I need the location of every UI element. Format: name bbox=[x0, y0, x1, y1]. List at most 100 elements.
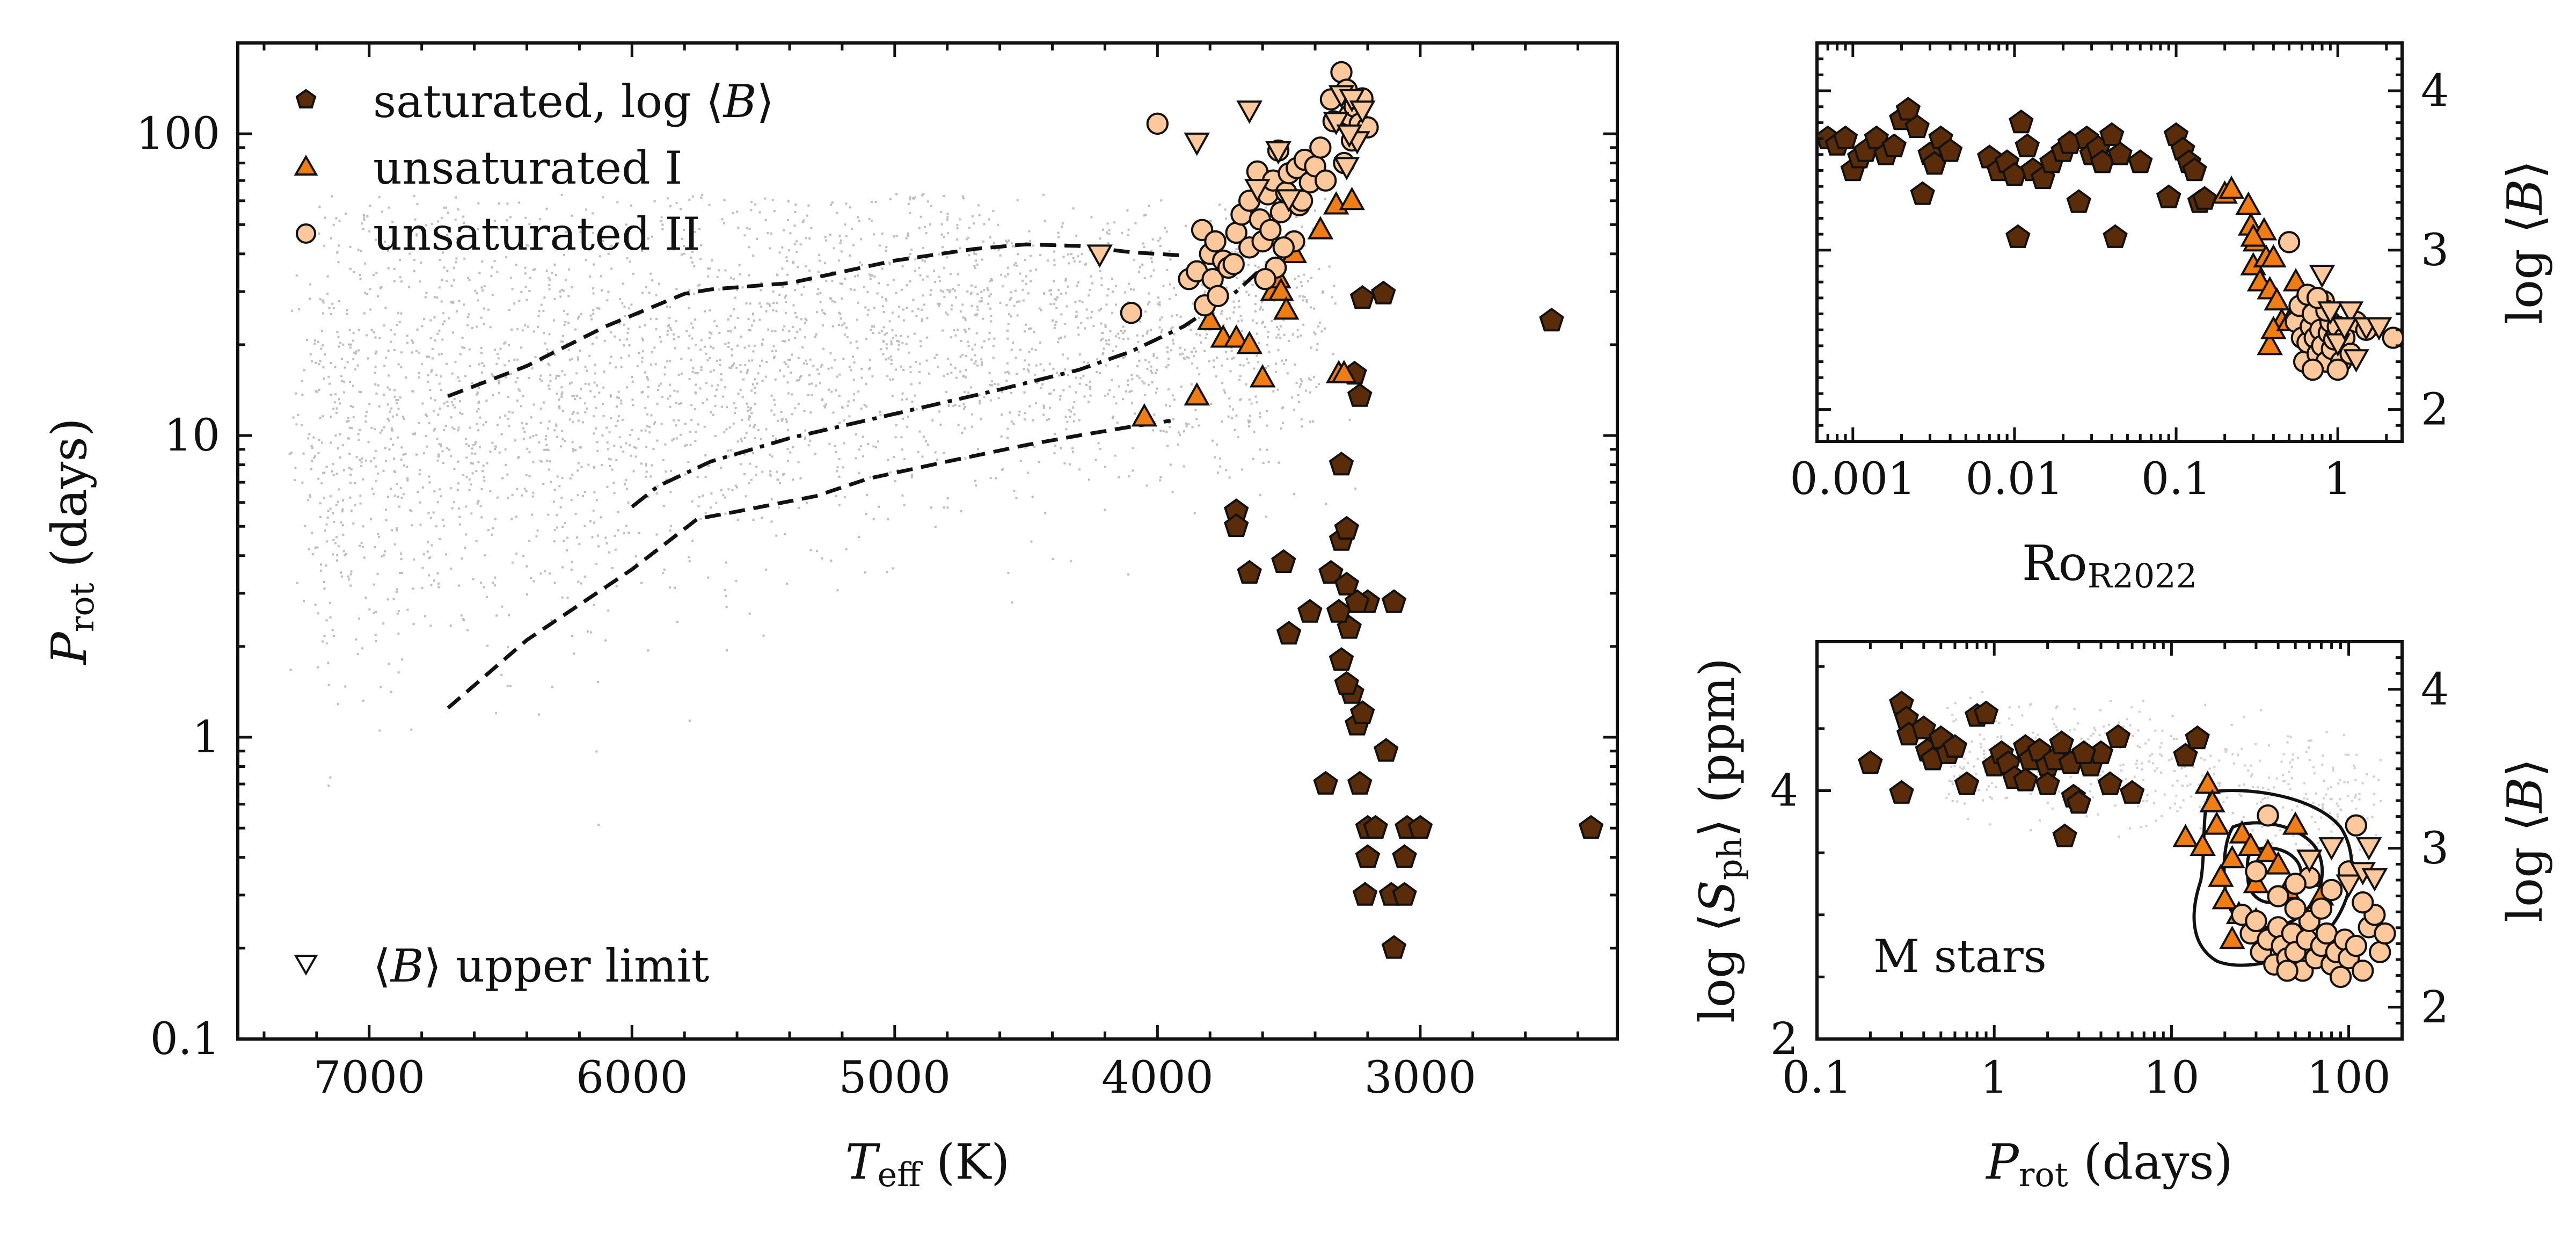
main-point-triangle-down bbox=[1086, 244, 1113, 268]
main-point-triangle-up bbox=[1196, 307, 1223, 330]
bottom-right-point-triangle-up bbox=[2212, 885, 2238, 910]
legend-upper-limit: ⟨B⟩ upper limit bbox=[294, 940, 709, 992]
main-point-pentagon bbox=[1349, 285, 1375, 309]
top-right-points bbox=[1817, 97, 2402, 381]
tick-label: 10 bbox=[164, 410, 220, 461]
main-point-pentagon bbox=[1347, 383, 1373, 407]
top-right-point-pentagon bbox=[2192, 186, 2217, 210]
legend-triangle-down-marker bbox=[294, 955, 318, 976]
top-right-panel: 0.001 0.01 0.1 1 2 3 4 RoR2022 log ⟨B⟩ bbox=[1790, 41, 2553, 595]
top-right-point-triangle-down bbox=[2324, 333, 2351, 357]
top-right-point-pentagon bbox=[1937, 138, 1963, 162]
main-curve-dashdot bbox=[631, 266, 1264, 508]
main-point-triangle-down bbox=[1333, 157, 1360, 180]
bottom-right-point-circle bbox=[2310, 897, 2333, 920]
bottom-right-point-triangle-up bbox=[2219, 845, 2245, 869]
bottom-right-point-pentagon bbox=[2052, 823, 2077, 847]
tick-label: 1 bbox=[2324, 454, 2352, 505]
bottom-right-xlabel: Prot (days) bbox=[1985, 1134, 2233, 1194]
top-right-point-triangle-up bbox=[2240, 223, 2267, 247]
main-point-pentagon bbox=[1407, 815, 1433, 839]
bottom-right-point-pentagon bbox=[1973, 700, 1999, 724]
bottom-right-point-circle bbox=[2320, 878, 2343, 902]
main-point-pentagon bbox=[1381, 589, 1407, 613]
bottom-right-point-circle bbox=[2329, 965, 2352, 989]
tick-label: 100 bbox=[2307, 1052, 2391, 1103]
main-point-circle bbox=[1314, 169, 1337, 192]
bottom-right-point-pentagon bbox=[2119, 780, 2145, 804]
background-star-points bbox=[288, 193, 1357, 826]
top-right-point-pentagon bbox=[1895, 97, 1921, 121]
tick-label: 0.001 bbox=[1790, 454, 1916, 505]
tick-label: 3000 bbox=[1364, 1052, 1477, 1103]
main-ticks: 7000 6000 5000 4000 3000 0.1 1 10 100 bbox=[136, 43, 1617, 1103]
main-background-cloud bbox=[288, 193, 1357, 826]
bottom-right-point-pentagon bbox=[2066, 790, 2092, 814]
bottom-right-point-circle bbox=[2352, 891, 2374, 914]
bottom-right-ticks: 0.1 1 10 100 2 4 2 3 4 bbox=[1770, 642, 2449, 1103]
main-point-pentagon bbox=[1223, 513, 1249, 537]
m-stars-annotation: M stars bbox=[1873, 930, 2047, 983]
main-point-pentagon bbox=[1373, 738, 1399, 762]
bottom-right-point-triangle-up bbox=[2199, 789, 2225, 813]
main-point-pentagon bbox=[1345, 589, 1370, 613]
tick-label: 3 bbox=[2421, 225, 2449, 276]
bottom-right-point-pentagon bbox=[1942, 734, 1968, 758]
main-point-triangle-down bbox=[1339, 89, 1365, 113]
legend-label-unsaturated-2: unsaturated II bbox=[373, 208, 700, 260]
legend-unsaturated-1: unsaturated I bbox=[294, 142, 683, 194]
bottom-right-point-triangle-up bbox=[2203, 811, 2230, 835]
bottom-right-point-pentagon bbox=[1911, 715, 1937, 739]
tick-label: 0.1 bbox=[2141, 454, 2211, 505]
main-point-triangle-up bbox=[1331, 360, 1358, 383]
top-right-point-pentagon bbox=[2005, 224, 2031, 248]
top-right-point-pentagon bbox=[2107, 141, 2133, 165]
top-right-point-triangle-up bbox=[2235, 191, 2262, 215]
top-right-point-pentagon bbox=[2015, 133, 2040, 157]
bottom-right-point-triangle-up bbox=[2172, 824, 2199, 847]
main-point-pentagon bbox=[1392, 844, 1417, 868]
top-right-point-triangle-up bbox=[2282, 268, 2309, 292]
bottom-right-panel: 0.1 1 10 100 2 4 2 3 4 M stars Prot (days) log ⟨… bbox=[1689, 640, 2553, 1194]
tick-label: 2 bbox=[2421, 384, 2449, 435]
main-curve-dashed bbox=[447, 242, 1184, 398]
top-right-point-circle bbox=[2301, 358, 2324, 381]
main-point-triangle-up bbox=[1131, 403, 1158, 427]
main-point-pentagon bbox=[1313, 771, 1338, 795]
top-right-point-pentagon bbox=[1910, 181, 1935, 205]
bottom-right-point-circle bbox=[2257, 804, 2279, 827]
bottom-right-point-triangle-up bbox=[2237, 832, 2264, 856]
bottom-right-point-triangle-up bbox=[2190, 832, 2216, 856]
bottom-right-point-pentagon bbox=[2185, 725, 2210, 750]
top-right-point-triangle-up bbox=[2218, 175, 2245, 199]
main-point-circle bbox=[1259, 219, 1282, 241]
main-point-triangle-down bbox=[1236, 100, 1263, 124]
main-point-pentagon bbox=[1363, 815, 1388, 839]
top-right-point-triangle-down bbox=[2331, 317, 2358, 341]
main-point-triangle-up bbox=[1307, 216, 1334, 239]
bottom-right-point-pentagon bbox=[2105, 724, 2131, 748]
main-point-circle bbox=[1222, 253, 1245, 275]
bottom-right-point-pentagon bbox=[2071, 740, 2097, 764]
tick-label: 0.01 bbox=[1966, 454, 2064, 505]
top-right-ylabel: log ⟨B⟩ bbox=[2497, 160, 2553, 324]
main-point-pentagon bbox=[1349, 700, 1375, 724]
main-xlabel: Teff (K) bbox=[845, 1134, 1010, 1194]
bottom-right-point-triangle-up bbox=[2229, 820, 2256, 844]
bottom-right-point-circle bbox=[2284, 897, 2307, 920]
top-right-ticks: 0.001 0.01 0.1 1 2 3 4 bbox=[1790, 43, 2449, 505]
top-right-point-triangle-down bbox=[2309, 264, 2336, 288]
main-point-circle bbox=[1120, 301, 1143, 324]
main-point-pentagon bbox=[1271, 549, 1296, 573]
bottom-right-point-circle bbox=[2284, 873, 2307, 895]
tick-label: 1 bbox=[1980, 1052, 2008, 1103]
legend-circle-marker bbox=[296, 223, 316, 244]
bottom-right-point-circle bbox=[2374, 922, 2396, 945]
main-point-pentagon bbox=[1539, 308, 1564, 332]
top-right-point-pentagon bbox=[2103, 224, 2128, 248]
legend-unsaturated-2: unsaturated II bbox=[296, 208, 700, 260]
main-point-triangle-down bbox=[1323, 112, 1349, 136]
main-point-triangle-up bbox=[1184, 382, 1210, 406]
bottom-right-point-triangle-down bbox=[2318, 837, 2345, 861]
